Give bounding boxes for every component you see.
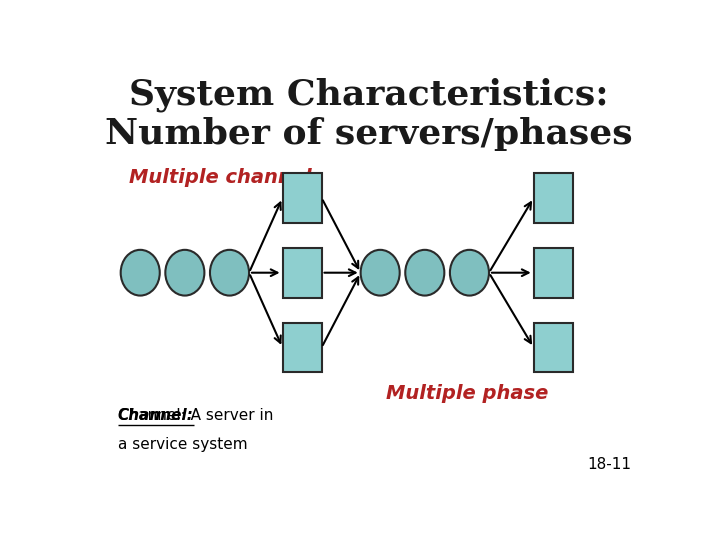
Text: 18-11: 18-11: [588, 457, 631, 472]
FancyBboxPatch shape: [534, 322, 572, 373]
Text: Channel:: Channel:: [118, 408, 194, 423]
FancyBboxPatch shape: [282, 248, 322, 298]
Ellipse shape: [166, 250, 204, 295]
Text: Channel: A server in: Channel: A server in: [118, 408, 274, 423]
Text: a service system: a service system: [118, 437, 248, 452]
Ellipse shape: [450, 250, 489, 295]
Text: Multiple phase: Multiple phase: [386, 384, 548, 403]
Text: System Characteristics:
Number of servers/phases: System Characteristics: Number of server…: [105, 77, 633, 151]
FancyBboxPatch shape: [534, 173, 572, 223]
Ellipse shape: [405, 250, 444, 295]
FancyBboxPatch shape: [282, 322, 322, 373]
Ellipse shape: [361, 250, 400, 295]
FancyBboxPatch shape: [282, 173, 322, 223]
Text: Multiple channel: Multiple channel: [129, 167, 312, 186]
Ellipse shape: [210, 250, 249, 295]
FancyBboxPatch shape: [534, 248, 572, 298]
Ellipse shape: [121, 250, 160, 295]
